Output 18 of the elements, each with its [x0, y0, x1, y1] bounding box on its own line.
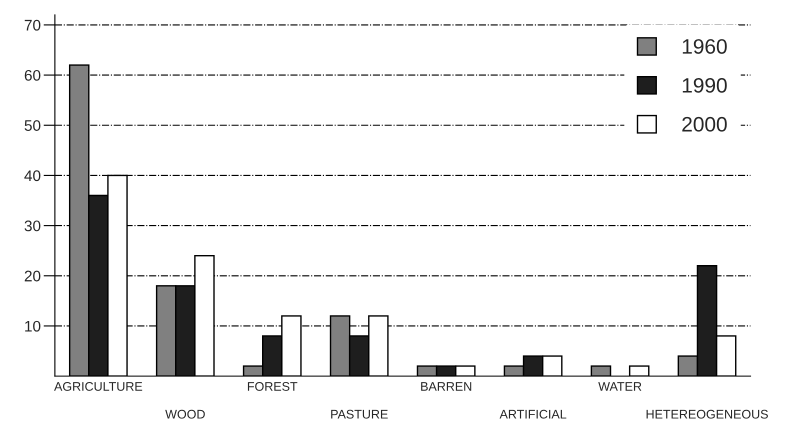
x-tick-label: WATER — [598, 382, 642, 391]
x-tick-label: HETEREOGENEOUS — [646, 410, 768, 419]
x-tick-label: ARTIFICIAL — [500, 410, 566, 419]
x-tick-label: WOOD — [165, 410, 205, 419]
y-tick-label: 70 — [24, 20, 40, 31]
y-tick-label: 50 — [24, 120, 40, 131]
y-tick-label: 10 — [25, 320, 40, 332]
legend-label: 1960 — [682, 39, 727, 54]
y-tick-label: 60 — [24, 70, 40, 81]
y-tick-label: 20 — [24, 270, 40, 282]
y-tick-label: 40 — [24, 170, 40, 182]
legend-label: 1990 — [682, 78, 727, 93]
x-tick-label: AGRICULTURE — [54, 382, 142, 391]
x-tick-label: FOREST — [248, 382, 298, 391]
y-tick-label: 30 — [24, 220, 40, 232]
legend-label: 2000 — [682, 116, 727, 132]
x-tick-label: BARREN — [421, 382, 472, 391]
x-tick-label: PASTURE — [331, 410, 388, 419]
